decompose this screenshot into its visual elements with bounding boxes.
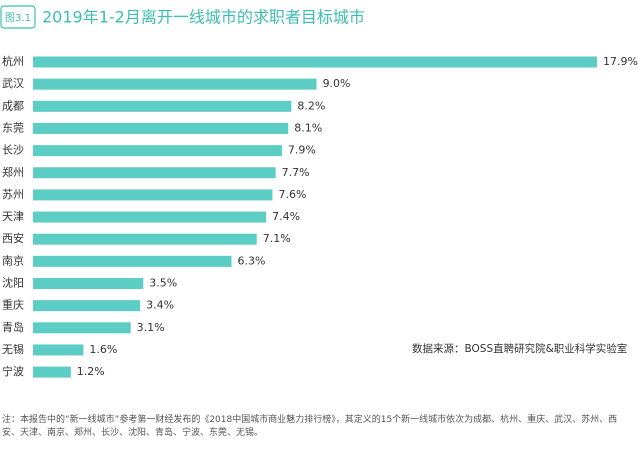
y-tick-label: 西安: [2, 231, 24, 245]
y-tick-label: 郑州: [2, 165, 24, 179]
y-tick-label: 杭州: [2, 54, 24, 68]
value-label: 3.4%: [146, 299, 174, 312]
bar: [33, 255, 232, 267]
badge: 图3.1: [5, 12, 31, 24]
value-label: 8.1%: [294, 121, 322, 134]
bar: [33, 211, 267, 223]
chart-title: 2019年1-2月离开一线城市的求职者目标城市: [42, 8, 365, 27]
value-label: 7.6%: [278, 188, 306, 201]
bar: [33, 145, 282, 157]
bar: [33, 189, 273, 201]
chart: 图3.1 2019年1-2月离开一线城市的求职者目标城市 数据来源：BOSS直聘…: [0, 5, 638, 378]
value-label: 9.0%: [323, 77, 351, 90]
value-label: 1.2%: [77, 365, 105, 378]
y-tick-label: 成都: [2, 99, 24, 112]
bar: [33, 278, 144, 289]
bar: [33, 56, 597, 68]
value-label: 3.5%: [149, 277, 177, 290]
value-label: 6.3%: [238, 254, 266, 267]
y-tick-label: 青岛: [2, 320, 24, 334]
y-tick-label: 东莞: [2, 121, 24, 134]
y-tick-label: 武汉: [2, 77, 24, 90]
value-label: 3.1%: [137, 321, 165, 334]
bar: [33, 366, 71, 378]
value-label: 1.6%: [89, 343, 117, 356]
source: 数据来源：BOSS直聘研究院&职业科学实验室: [412, 342, 627, 355]
value-label: 7.7%: [282, 166, 310, 179]
y-tick-label: 天津: [2, 210, 24, 223]
bar: [33, 78, 317, 90]
bar: [33, 233, 257, 245]
bar: [33, 167, 276, 179]
bar: [33, 300, 141, 312]
value-label: 7.9%: [288, 144, 316, 157]
value-label: 7.1%: [263, 232, 291, 245]
value-label: 17.9%: [603, 55, 638, 68]
bar: [33, 344, 84, 356]
value-label: 8.2%: [297, 99, 325, 112]
y-tick-label: 南京: [2, 253, 24, 267]
bar: [33, 322, 131, 334]
value-label: 7.4%: [272, 210, 300, 223]
badge-box: [0, 5, 36, 29]
y-tick-label: 重庆: [2, 298, 24, 312]
bar: [33, 100, 292, 112]
y-tick-label: 苏州: [2, 188, 24, 201]
y-tick-label: 长沙: [2, 144, 24, 157]
y-tick-label: 沈阳: [2, 276, 24, 290]
y-tick-label: 宁波: [2, 364, 24, 378]
y-tick-label: 无锡: [2, 342, 24, 356]
footnote: 注：本报告中的“新一线城市”参考第一财经发布的《2018中国城市商业魅力排行榜》…: [2, 415, 618, 438]
bar: [33, 122, 289, 134]
